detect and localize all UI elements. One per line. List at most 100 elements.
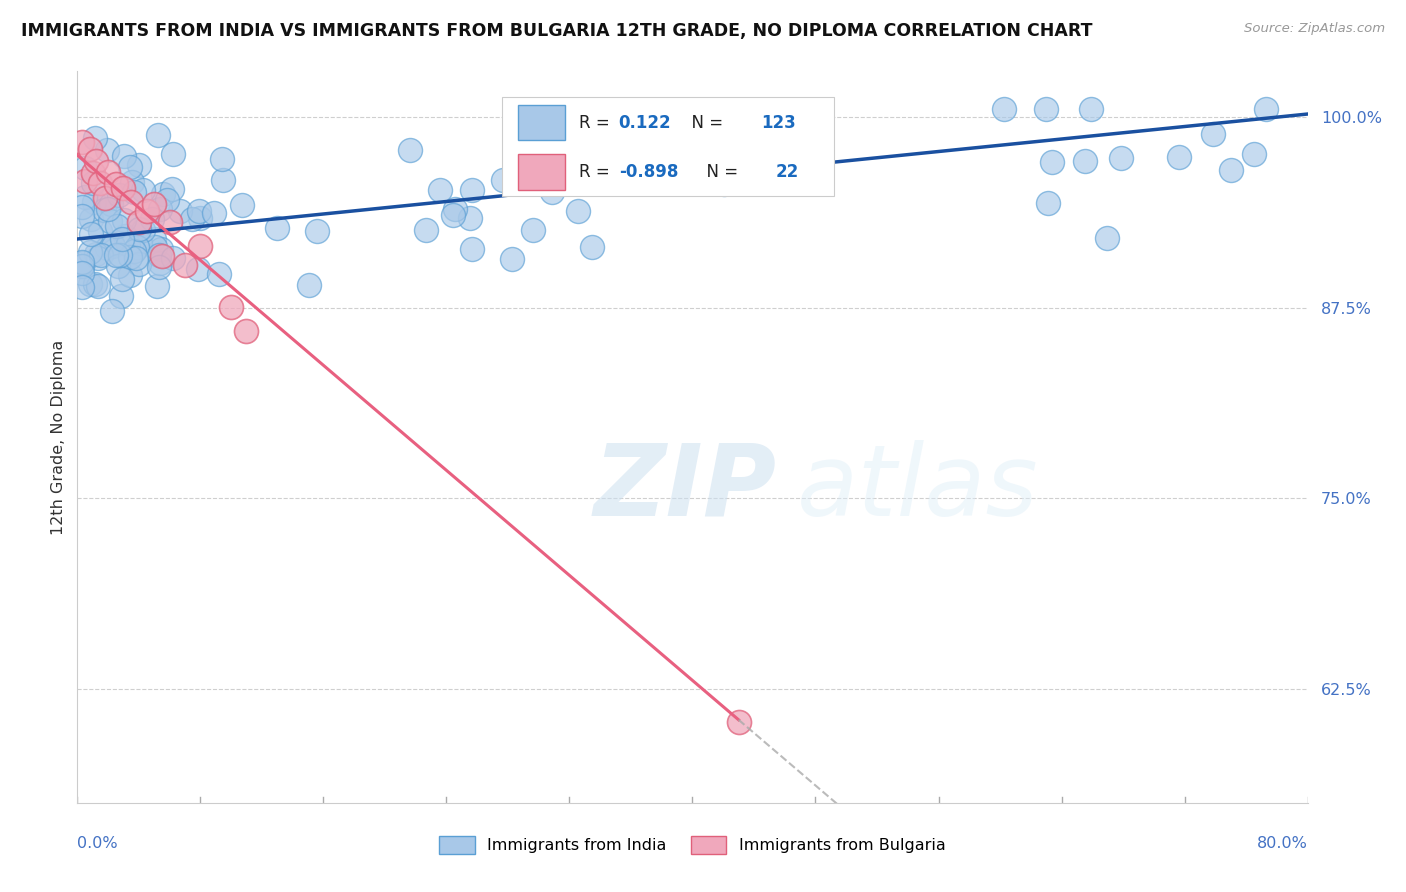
Point (141, 212, 163, 227)
Point (70, 209, 93, 223)
Point (79, 244, 101, 259)
Point (122, 244, 145, 258)
Point (112, 213, 135, 227)
Point (132, 183, 155, 197)
Point (125, 240, 148, 254)
Point (107, 219, 129, 234)
Point (187, 261, 209, 276)
Point (159, 215, 181, 229)
Point (98, 192, 121, 206)
Point (569, 166, 592, 180)
Point (132, 223, 155, 237)
Point (143, 240, 166, 254)
Point (97, 202, 120, 216)
Point (72, 256, 94, 270)
Point (120, 160, 142, 174)
Point (522, 223, 544, 237)
Point (112, 149, 135, 163)
Point (993, 103, 1015, 117)
Point (1167, 150, 1189, 164)
Point (97, 164, 120, 178)
Point (70, 266, 93, 280)
Point (100, 237, 122, 252)
Point (734, 139, 756, 153)
Point (135, 203, 157, 218)
Point (86, 279, 108, 293)
Point (1109, 151, 1132, 165)
Point (96, 241, 118, 255)
Point (114, 229, 136, 244)
Point (235, 324, 257, 338)
Point (460, 242, 482, 256)
Point (128, 215, 150, 229)
Point (231, 198, 253, 212)
Point (121, 175, 143, 189)
Point (544, 136, 567, 150)
Point (89, 176, 111, 190)
Point (723, 115, 745, 129)
Point (146, 279, 169, 293)
Point (82, 166, 104, 180)
Text: R =: R = (579, 113, 616, 132)
Point (156, 193, 179, 207)
Text: R =: R = (579, 163, 616, 181)
Point (70, 280, 93, 294)
Bar (502, 97, 834, 195)
Point (1040, 155, 1063, 169)
Point (83, 194, 105, 209)
Point (79, 142, 101, 156)
Point (415, 223, 437, 237)
Point (1038, 196, 1060, 211)
Point (73, 161, 96, 175)
Point (174, 258, 197, 272)
Point (152, 186, 174, 201)
Point (188, 239, 212, 253)
Point (89, 223, 111, 237)
Point (100, 196, 122, 211)
Point (110, 289, 132, 303)
Point (398, 143, 420, 157)
Text: Source: ZipAtlas.com: Source: ZipAtlas.com (1244, 22, 1385, 36)
Text: 80.0%: 80.0% (1257, 836, 1308, 851)
Point (79, 277, 101, 291)
Point (298, 278, 321, 293)
Point (501, 252, 523, 267)
Point (80, 227, 103, 241)
Point (458, 211, 481, 225)
Point (111, 232, 134, 246)
Y-axis label: 12th Grade, No Diploma: 12th Grade, No Diploma (51, 340, 66, 534)
Text: N =: N = (682, 113, 728, 132)
Point (429, 183, 451, 197)
Point (143, 232, 166, 246)
Point (104, 177, 127, 191)
Point (128, 158, 150, 172)
Point (1080, 103, 1102, 117)
Text: 0.0%: 0.0% (77, 836, 118, 851)
Point (96, 143, 118, 157)
Point (697, 161, 720, 176)
Point (129, 235, 152, 250)
Text: N =: N = (696, 163, 744, 181)
Text: 123: 123 (762, 113, 796, 132)
Point (460, 183, 482, 197)
Point (122, 186, 145, 200)
Point (562, 113, 585, 128)
Point (713, 177, 735, 191)
Point (128, 257, 150, 271)
Point (1035, 103, 1057, 117)
Point (148, 260, 170, 274)
Point (125, 251, 148, 265)
Point (211, 152, 233, 166)
Point (117, 237, 139, 252)
Point (1219, 163, 1241, 178)
Point (70, 260, 93, 274)
Point (190, 211, 212, 226)
Point (202, 206, 225, 220)
Point (1095, 231, 1118, 245)
Point (143, 196, 166, 211)
Point (94, 191, 117, 205)
Bar (517, 154, 565, 190)
Text: atlas: atlas (797, 440, 1039, 537)
Point (727, 714, 749, 729)
Text: -0.898: -0.898 (619, 163, 678, 181)
